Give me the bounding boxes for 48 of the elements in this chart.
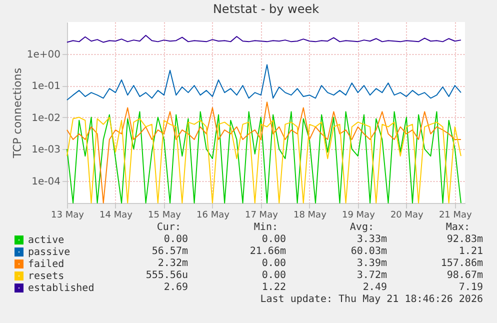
chart-title: Netstat - by week bbox=[212, 2, 320, 16]
text: 60.03m bbox=[350, 246, 387, 258]
text: 3.39m bbox=[356, 258, 387, 270]
text: 157.86m bbox=[440, 258, 483, 270]
text: 1.22 bbox=[262, 282, 286, 294]
x-tick-label: 21 May bbox=[438, 210, 473, 220]
text: 2.32m bbox=[158, 258, 188, 270]
legend-label: established bbox=[28, 283, 94, 294]
x-tick-label: 17 May bbox=[244, 210, 279, 220]
x-tick-label: 14 May bbox=[100, 210, 134, 220]
line-series bbox=[66, 34, 462, 43]
text: 0.00 bbox=[164, 234, 188, 246]
legend-label: failed bbox=[28, 259, 64, 270]
text: 2.49 bbox=[362, 282, 387, 294]
y-tick-label: 1e-02 bbox=[32, 112, 60, 124]
text: Last update: Thu May 21 18:46:26 2026 bbox=[260, 294, 483, 306]
text: Max: bbox=[446, 222, 470, 234]
x-tick-label: 18 May bbox=[293, 210, 328, 220]
x-tick-label: 20 May bbox=[390, 210, 424, 220]
x-tick-label: 15 May bbox=[148, 210, 182, 220]
text: 1.21 bbox=[458, 246, 483, 258]
x-tick-label: 16 May bbox=[196, 210, 230, 220]
legend-label: passive bbox=[28, 247, 70, 258]
legend-label: active bbox=[28, 235, 64, 246]
y-axis-title: TCP connections bbox=[10, 68, 24, 160]
text: 0.00 bbox=[262, 234, 286, 246]
text: Cur: bbox=[156, 222, 181, 234]
text: 555.56u bbox=[146, 270, 188, 282]
x-tick-label: 13 May bbox=[51, 210, 85, 220]
text: 3.72m bbox=[356, 270, 387, 282]
text: 3.33m bbox=[356, 234, 387, 246]
x-tick-label: 19 May bbox=[342, 210, 376, 220]
text: 2.69 bbox=[164, 282, 188, 294]
text: Avg: bbox=[350, 222, 374, 234]
text: 0.00 bbox=[262, 270, 286, 282]
y-tick-label: 1e-03 bbox=[32, 144, 60, 156]
text: 92.83m bbox=[446, 234, 483, 246]
text: 0.00 bbox=[262, 258, 286, 270]
text: Min: bbox=[254, 222, 278, 234]
y-tick-label: 1e+00 bbox=[26, 49, 60, 60]
y-tick-label: 1e-01 bbox=[32, 81, 60, 92]
legend-label: resets bbox=[28, 271, 64, 282]
line-series bbox=[66, 64, 462, 100]
text: 21.66m bbox=[250, 246, 286, 258]
text: 56.57m bbox=[152, 246, 188, 258]
y-tick-label: 1e-04 bbox=[32, 176, 60, 188]
text: 98.67m bbox=[446, 270, 483, 282]
text: 7.19 bbox=[458, 282, 483, 294]
